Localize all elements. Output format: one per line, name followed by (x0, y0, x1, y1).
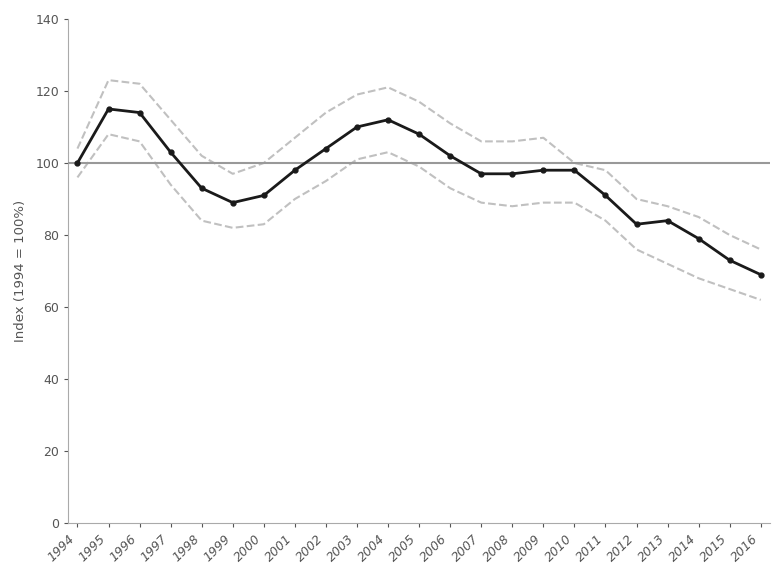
Y-axis label: Index (1994 = 100%): Index (1994 = 100%) (14, 200, 27, 342)
